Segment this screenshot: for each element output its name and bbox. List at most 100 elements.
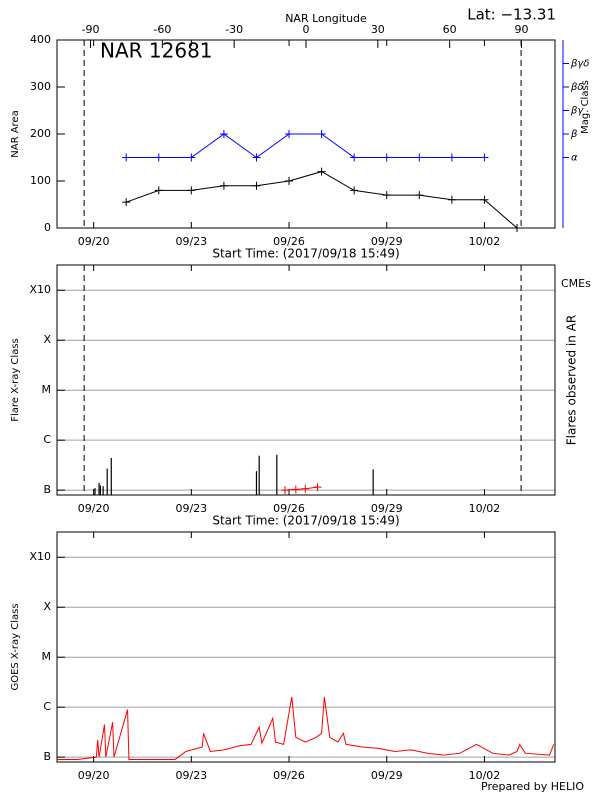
point-cross xyxy=(187,153,196,162)
point-cross xyxy=(154,186,163,195)
point-marker xyxy=(154,153,163,162)
point-cross xyxy=(252,153,261,162)
y-tick-label: X xyxy=(43,600,51,613)
y2-axis-title: Flares observed in AR xyxy=(565,315,579,445)
y-tick-label: 100 xyxy=(30,174,51,187)
y-tick-label: 0 xyxy=(44,221,51,234)
y-tick-label: 300 xyxy=(30,80,51,93)
footer: Prepared by HELIO xyxy=(481,780,584,793)
x2-tick-label: -30 xyxy=(225,23,243,36)
point-cross xyxy=(285,130,294,138)
x-tick-label: 09/23 xyxy=(175,769,207,782)
x-tick-label: 09/20 xyxy=(78,769,110,782)
point-marker xyxy=(219,181,228,190)
y-axis-title: GOES X-ray Class xyxy=(10,603,21,690)
x-tick-label: 10/02 xyxy=(469,235,501,248)
point-cross xyxy=(350,186,359,195)
point-marker xyxy=(317,130,326,138)
point-cross xyxy=(252,181,261,190)
point-marker xyxy=(122,198,131,207)
y2-tick-label: α xyxy=(571,153,578,164)
x-tick-label: 09/23 xyxy=(175,235,207,248)
point-cross xyxy=(350,153,359,162)
point-cross xyxy=(317,167,326,176)
point-marker xyxy=(415,191,424,200)
y-axis-title: NAR Area xyxy=(10,110,21,157)
plot-frame xyxy=(56,264,556,496)
y-tick-label: X10 xyxy=(29,550,51,563)
point-marker xyxy=(447,153,456,162)
cme-legend: CMEs xyxy=(561,277,591,290)
y-tick-label: M xyxy=(42,383,52,396)
point-marker xyxy=(291,485,300,494)
point-cross xyxy=(513,224,522,232)
y-tick-label: C xyxy=(43,433,51,446)
point-cross xyxy=(480,153,489,162)
point-cross xyxy=(447,195,456,204)
point-marker xyxy=(447,195,456,204)
latitude-label: Lat: −13.31 xyxy=(467,6,556,24)
x2-tick-label: 90 xyxy=(514,23,528,36)
x-axis-title: Start Time: (2017/09/18 15:49) xyxy=(212,247,399,261)
point-marker xyxy=(415,153,424,162)
point-cross xyxy=(301,484,310,493)
point-marker xyxy=(513,224,522,232)
x-tick-label: 09/23 xyxy=(175,502,207,515)
point-cross xyxy=(317,130,326,138)
series-line xyxy=(126,133,485,159)
x-tick-label: 09/26 xyxy=(273,502,305,515)
point-cross xyxy=(382,153,391,162)
point-cross xyxy=(280,486,289,495)
y-tick-label: B xyxy=(43,750,51,763)
point-marker xyxy=(313,483,322,492)
point-cross xyxy=(291,485,300,494)
cme-line xyxy=(284,486,318,491)
y-tick-label: 400 xyxy=(30,33,51,46)
x-tick-label: 09/29 xyxy=(371,769,403,782)
point-marker xyxy=(187,153,196,162)
point-cross xyxy=(415,191,424,200)
y-tick-label: M xyxy=(42,650,52,663)
x2-tick-label: 30 xyxy=(371,23,385,36)
y-axis-title: Flare X-ray Class xyxy=(10,338,21,422)
plot-frame xyxy=(56,531,556,763)
point-marker xyxy=(252,153,261,162)
point-cross xyxy=(447,153,456,162)
panel-title: NAR 12681 xyxy=(100,39,213,63)
y2-tick-label: β xyxy=(570,129,578,140)
point-cross xyxy=(154,153,163,162)
point-cross xyxy=(480,195,489,204)
x2-tick-label: -90 xyxy=(82,23,100,36)
x-axis-title: Start Time: (2017/09/18 15:49) xyxy=(212,514,399,528)
point-marker xyxy=(480,153,489,162)
point-cross xyxy=(122,153,131,162)
point-marker xyxy=(350,186,359,195)
x2-tick-label: -60 xyxy=(153,23,171,36)
point-marker xyxy=(382,153,391,162)
point-marker xyxy=(187,186,196,195)
point-marker xyxy=(480,195,489,204)
point-cross xyxy=(219,181,228,190)
point-marker xyxy=(122,153,131,162)
point-marker xyxy=(219,130,228,138)
x-tick-label: 09/29 xyxy=(371,502,403,515)
point-marker xyxy=(154,186,163,195)
point-cross xyxy=(415,153,424,162)
y2-tick-label: βδ xyxy=(570,82,584,93)
point-marker xyxy=(317,167,326,176)
x-tick-label: 10/02 xyxy=(469,502,501,515)
point-marker xyxy=(382,191,391,200)
point-marker xyxy=(252,181,261,190)
series-group xyxy=(57,696,555,760)
y-tick-label: C xyxy=(43,700,51,713)
x2-axis-title: NAR Longitude xyxy=(285,12,367,25)
point-cross xyxy=(187,186,196,195)
y2-tick-label: βγ xyxy=(570,106,584,117)
y-tick-label: X xyxy=(43,333,51,346)
point-cross xyxy=(285,177,294,185)
point-cross xyxy=(122,198,131,207)
y-tick-label: B xyxy=(43,483,51,496)
